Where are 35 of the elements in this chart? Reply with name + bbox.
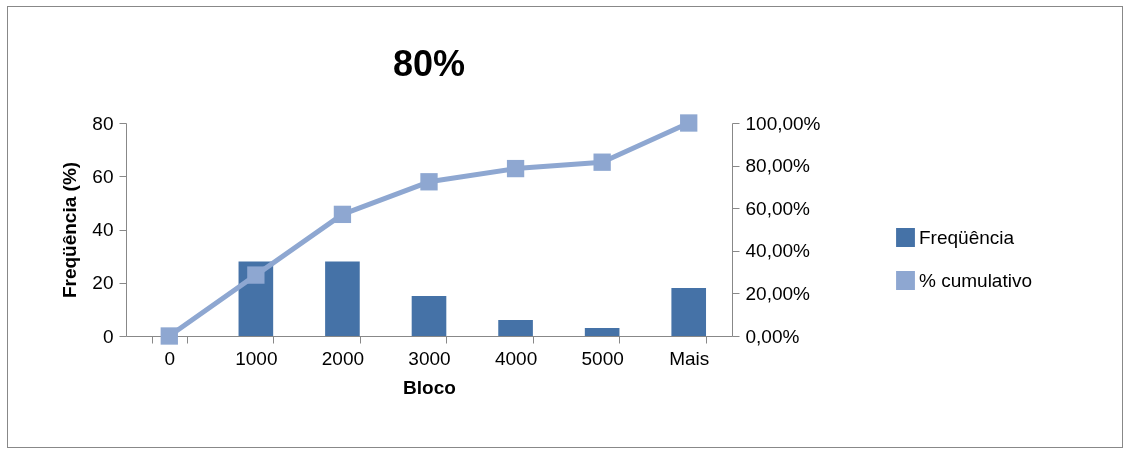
legend-label: Freqüência (919, 226, 1015, 248)
point (420, 173, 438, 191)
y2-tick-label: 20,00% (745, 282, 811, 304)
y-tick-label: 0 (102, 325, 114, 347)
y2-tick-label: 60,00% (745, 197, 811, 219)
bar (325, 261, 360, 336)
point (160, 327, 178, 345)
y-tick-label: 40 (92, 219, 114, 240)
point (506, 159, 525, 178)
y2-tick-label: 100,00% (745, 112, 821, 134)
x-tick-label: Mais (669, 347, 710, 369)
x-tick-label: 4000 (494, 347, 538, 369)
point (333, 205, 352, 224)
y-tick-label: 20 (92, 272, 114, 294)
x-tick-label: 1000 (235, 347, 278, 369)
x-axis-title: Bloco (403, 376, 456, 398)
x-tick-label: 5000 (581, 347, 624, 369)
bar (671, 288, 707, 336)
chart-title: 80% (392, 43, 466, 84)
x-tick-label: 3000 (408, 347, 451, 369)
bar (584, 328, 620, 336)
bar (411, 296, 447, 336)
y2-tick-label: 40,00% (745, 240, 811, 262)
x-tick-label: 0 (164, 347, 176, 369)
bar (498, 320, 533, 336)
y-axis-title: Freqüência (%) (59, 161, 81, 299)
y2-tick-label: 0,00% (745, 325, 800, 347)
point (680, 114, 698, 132)
y2-tick-label: 80,00% (745, 155, 811, 177)
legend-label: % cumulativo (919, 269, 1032, 291)
y-tick-label: 60 (92, 165, 114, 187)
x-tick-label: 2000 (321, 347, 365, 369)
point (593, 153, 611, 171)
y-tick-label: 80 (92, 112, 114, 134)
point (247, 266, 265, 284)
